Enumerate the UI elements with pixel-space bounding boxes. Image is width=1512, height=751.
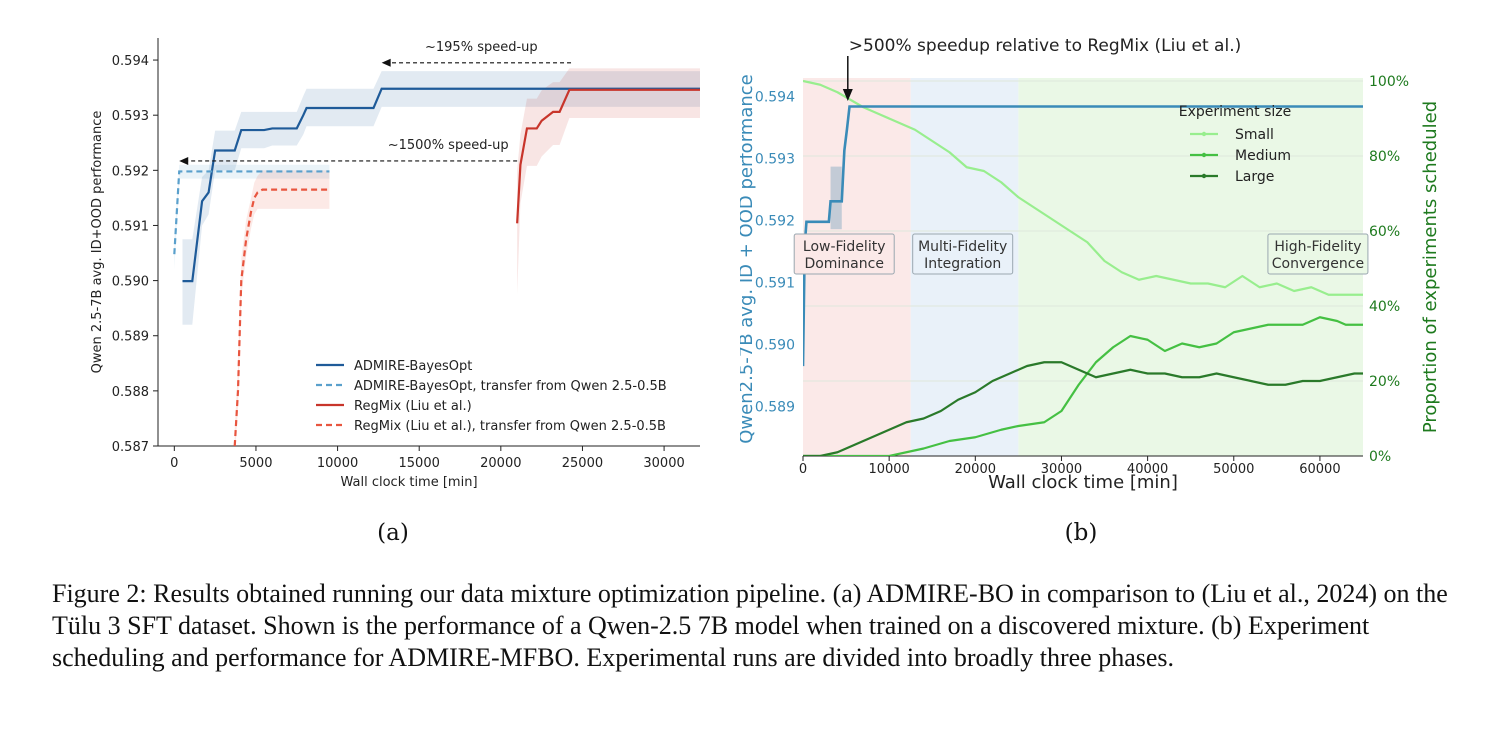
series-line: [182, 87, 700, 283]
series-line: [516, 88, 700, 224]
y-tick-label: 0.589: [112, 330, 149, 345]
confidence-band: [234, 170, 330, 446]
confidence-band: [174, 164, 330, 270]
subfigure-label: (a): [377, 520, 409, 546]
y-tick-label: 0.590: [112, 275, 149, 290]
series-line: [803, 316, 1363, 456]
speedup-annotation: >500% speedup relative to RegMix (Liu et…: [849, 36, 1241, 56]
x-tick-label: 60000: [1299, 462, 1340, 477]
y-axis-label: Qwen 2.5-7B avg. ID+OOD performance: [90, 111, 105, 374]
phase-label-box: [912, 233, 1014, 275]
x-tick-label: 10000: [317, 456, 358, 471]
y-tick-label-right: 100%: [1369, 74, 1409, 90]
phase-label: Dominance: [804, 256, 884, 272]
confidence-band: [182, 71, 700, 325]
y-tick-label-right: 20%: [1369, 374, 1400, 390]
phase-label-box: [1267, 233, 1369, 275]
legend-entry: Small: [1235, 127, 1274, 143]
y-tick-label-left: 0.591: [755, 275, 795, 291]
legend-entry: Medium: [1235, 148, 1291, 164]
series-line: [803, 79, 1363, 296]
phase-label: High-Fidelity: [1274, 239, 1361, 255]
y-tick-label-right: 60%: [1369, 224, 1400, 240]
figure-caption: Figure 2: Results obtained running our d…: [52, 579, 1448, 672]
phase-label: Integration: [924, 256, 1001, 272]
x-tick-label: 20000: [955, 462, 996, 477]
legend-entry: ADMIRE-BayesOpt: [354, 359, 472, 374]
y-tick-label-right: 40%: [1369, 299, 1400, 315]
y-tick-label-right: 80%: [1369, 149, 1400, 165]
legend-marker: [1201, 173, 1207, 179]
y-tick-label-left: 0.594: [755, 90, 795, 106]
x-tick-label: 20000: [480, 456, 521, 471]
y-tick-label: 0.587: [112, 440, 149, 455]
legend-entry: Large: [1235, 169, 1274, 185]
y-tick-label-left: 0.589: [755, 399, 795, 415]
x-tick-label: 50000: [1213, 462, 1254, 477]
legend-entry: RegMix (Liu et al.): [354, 399, 472, 414]
series-line: [173, 170, 330, 255]
x-tick-label: 5000: [239, 456, 272, 471]
y-tick-label: 0.588: [112, 385, 149, 400]
x-axis-label: Wall clock time [min]: [340, 475, 477, 490]
series-line: [233, 188, 330, 446]
y-tick-label-left: 0.592: [755, 214, 795, 230]
legend-marker: [1201, 152, 1207, 158]
x-tick-label: 0: [799, 462, 807, 477]
y-tick-label-right: 0%: [1369, 449, 1391, 465]
speedup-annotation: ~195% speed-up: [425, 40, 538, 55]
performance-band: [830, 166, 842, 230]
x-tick-label: 0: [170, 456, 178, 471]
y-tick-label: 0.593: [112, 109, 149, 124]
legend-title: Experiment size: [1179, 104, 1292, 120]
legend-entry: RegMix (Liu et al.), transfer from Qwen …: [354, 419, 666, 434]
plot-area: [173, 68, 700, 446]
x-tick-label: 10000: [868, 462, 909, 477]
x-tick-label: 40000: [1127, 462, 1168, 477]
x-tick-label: 15000: [399, 456, 440, 471]
subfigure-label: (b): [1065, 520, 1098, 546]
y-tick-label-left: 0.593: [755, 152, 795, 168]
chart-b-panel: 0 10000 20000 30000 40000 50000 60000 0.589 0.59…: [740, 36, 1441, 546]
y-tick-label-left: 0.590: [755, 337, 795, 353]
speedup-arrow-head: [381, 58, 391, 67]
legend-marker: [1201, 131, 1207, 137]
confidence-band: [517, 68, 700, 295]
x-tick-label: 25000: [562, 456, 603, 471]
chart-a-panel: 0.587 0.588 0.589 0.590 0.591 0.592 0.593 0.594…: [90, 38, 700, 546]
y-axis-label-left: Qwen2.5-7B avg. ID + OOD performance: [740, 74, 757, 443]
speedup-arrow-head: [179, 156, 189, 165]
phase-label-box: [793, 233, 895, 275]
phase-label: Convergence: [1272, 256, 1364, 272]
speedup-arrow-head: [842, 89, 853, 101]
speedup-annotation: ~1500% speed-up: [388, 138, 509, 153]
y-axis-label-right: Proportion of experiments scheduled: [1420, 101, 1441, 433]
y-tick-label: 0.594: [112, 54, 149, 69]
x-tick-label: 30000: [643, 456, 684, 471]
phase-label: Multi-Fidelity: [918, 239, 1007, 255]
legend-entry: ADMIRE-BayesOpt, transfer from Qwen 2.5-…: [354, 379, 667, 394]
phase-label: Low-Fidelity: [803, 239, 886, 255]
y-tick-label: 0.592: [112, 164, 149, 179]
series-line: [803, 361, 1363, 456]
x-tick-label: 30000: [1041, 462, 1082, 477]
y-tick-label: 0.591: [112, 219, 149, 234]
x-axis-label: Wall clock time [min]: [988, 472, 1178, 493]
